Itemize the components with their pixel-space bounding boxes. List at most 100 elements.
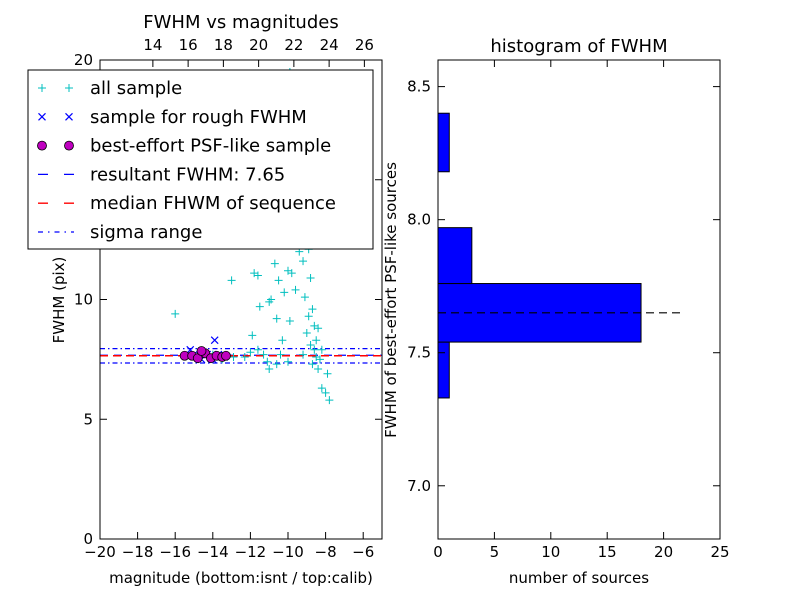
psf-sample-point xyxy=(196,346,207,356)
legend-label: all sample xyxy=(90,78,182,99)
all-sample-point xyxy=(259,350,268,359)
y-tick-label: 8.5 xyxy=(407,78,431,96)
legend-entry: all sample xyxy=(38,78,182,99)
right-ticks: 0 5 10 15 20 25 7.0 7.5 8.0 8.5 xyxy=(407,60,730,561)
all-sample-point xyxy=(315,355,324,364)
right-plot-area xyxy=(437,112,681,399)
legend-entry: resultant FWHM: 7.65 xyxy=(38,164,285,185)
all-sample-point xyxy=(302,329,311,338)
left-y-axis-label: FWHM (pix) xyxy=(50,257,68,344)
all-sample-point xyxy=(321,388,330,397)
all-sample-point xyxy=(306,341,315,350)
all-sample-point xyxy=(255,302,264,311)
x-tick-label: −14 xyxy=(197,543,229,561)
legend-entry: sample for rough FWHM xyxy=(38,107,307,128)
legend-label: median FHWM of sequence xyxy=(90,193,336,214)
top-x-tick-label: 18 xyxy=(214,36,233,54)
legend-entry: sigma range xyxy=(38,222,202,243)
top-x-tick-label: 20 xyxy=(249,36,268,54)
all-sample-point xyxy=(285,317,294,326)
all-sample-point xyxy=(270,259,279,268)
right-title: histogram of FWHM xyxy=(490,36,667,57)
top-x-tick-label: 22 xyxy=(284,36,303,54)
x-tick-label: −16 xyxy=(159,543,191,561)
all-sample-point xyxy=(278,336,287,345)
all-sample-point xyxy=(272,314,281,323)
all-sample-point xyxy=(314,364,323,373)
all-sample-point xyxy=(253,345,262,354)
all-sample-point xyxy=(272,360,281,369)
all-sample-point xyxy=(317,345,326,354)
top-x-tick-label: 16 xyxy=(179,36,198,54)
right-y-axis-label: FWHM of best-effort PSF-like sources xyxy=(382,162,400,438)
all-sample-point xyxy=(304,312,313,321)
x-tick-label: −8 xyxy=(315,543,337,561)
top-x-tick-label: 24 xyxy=(320,36,339,54)
histogram-bar xyxy=(437,341,450,399)
right-plot-frame xyxy=(437,59,721,540)
x-tick-label: −12 xyxy=(235,543,267,561)
legend-label: sigma range xyxy=(90,222,202,243)
all-sample-point xyxy=(229,352,238,361)
psf-sample-point xyxy=(221,350,231,361)
legend-marker-circle xyxy=(37,140,47,151)
all-sample-point xyxy=(263,357,272,366)
all-sample-point xyxy=(246,348,255,357)
histogram-bar xyxy=(437,112,450,173)
all-sample-point xyxy=(274,276,283,285)
y-tick-label: 7.5 xyxy=(407,344,431,362)
legend: all sample sample for rough FWHM best-effo… xyxy=(27,69,374,250)
histogram-bar xyxy=(437,227,473,285)
x-tick-label: −18 xyxy=(122,543,154,561)
legend-marker-plus xyxy=(65,84,73,92)
all-sample-point xyxy=(265,364,274,373)
legend-box xyxy=(27,69,374,250)
legend-entries: all sample sample for rough FWHM best-effo… xyxy=(37,78,336,243)
all-sample-point xyxy=(299,257,308,266)
x-tick-label: 20 xyxy=(654,543,673,561)
right-panel: 0 5 10 15 20 25 7.0 7.5 8.0 8.5 histogram of FWHM… xyxy=(382,36,730,587)
all-sample-point xyxy=(227,276,236,285)
legend-marker-plus xyxy=(38,84,46,92)
x-tick-label: −10 xyxy=(272,543,304,561)
legend-entry: best-effort PSF-like sample xyxy=(37,136,331,157)
all-sample-point xyxy=(171,309,180,318)
y-tick-label: 8.0 xyxy=(407,211,431,229)
right-x-axis-label: number of sources xyxy=(509,569,649,587)
y-tick-label: 20 xyxy=(74,51,93,69)
all-sample-point xyxy=(267,295,276,304)
all-sample-point xyxy=(310,345,319,354)
left-x-axis-label: magnitude (bottom:isnt / top:calib) xyxy=(109,569,373,587)
legend-marker-x xyxy=(38,112,46,121)
all-sample-point xyxy=(308,305,317,314)
all-sample-point xyxy=(325,396,334,405)
x-tick-label: 10 xyxy=(541,543,560,561)
rough-sample-point xyxy=(210,336,219,345)
legend-label: best-effort PSF-like sample xyxy=(90,136,331,157)
legend-label: resultant FWHM: 7.65 xyxy=(90,164,285,185)
all-sample-point xyxy=(253,271,262,280)
x-tick-label: 25 xyxy=(710,543,729,561)
left-title: FWHM vs magnitudes xyxy=(143,12,338,33)
all-sample-point xyxy=(240,352,249,361)
legend-marker-circle xyxy=(64,140,74,151)
legend-label: sample for rough FWHM xyxy=(90,107,307,128)
all-sample-point xyxy=(299,350,308,359)
all-sample-point xyxy=(308,360,317,369)
y-tick-label: 0 xyxy=(83,530,93,548)
x-tick-label: −6 xyxy=(352,543,374,561)
left-plot-area xyxy=(100,67,382,405)
legend-marker-x xyxy=(65,112,73,121)
all-sample-point xyxy=(287,269,296,278)
all-sample-point xyxy=(314,324,323,333)
all-sample-point xyxy=(300,293,309,302)
x-tick-label: −20 xyxy=(84,543,116,561)
y-tick-label: 10 xyxy=(74,291,93,309)
y-tick-label: 7.0 xyxy=(407,477,431,495)
all-sample-point xyxy=(276,350,285,359)
all-sample-point xyxy=(284,357,292,366)
all-sample-point xyxy=(306,273,315,282)
x-tick-label: 15 xyxy=(598,543,617,561)
top-x-tick-label: 14 xyxy=(143,36,162,54)
